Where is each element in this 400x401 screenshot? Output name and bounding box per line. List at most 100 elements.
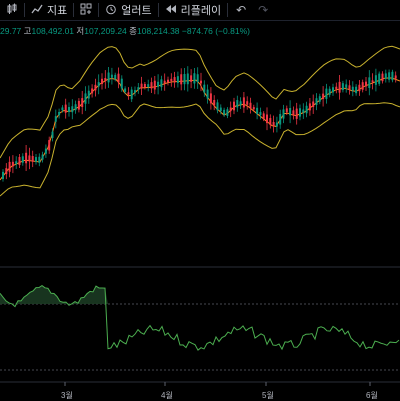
candle-body (81, 98, 84, 108)
candle-body (11, 161, 14, 167)
candle-body (219, 107, 222, 112)
chart-toolbar: 지표 얼러트 리플레이 ↶ ↷ (0, 0, 400, 21)
low-value: 107,209.24 (84, 26, 127, 36)
candle-body (335, 86, 338, 90)
candle-body (236, 100, 239, 108)
lower-band-line (0, 102, 400, 197)
candle-body (289, 107, 292, 116)
candle-body (97, 82, 100, 87)
candle-body (64, 104, 67, 113)
grid-layout-icon (80, 3, 92, 17)
candle-body (31, 156, 34, 162)
alert-label: 얼러트 (121, 5, 152, 17)
candle-body (176, 76, 179, 83)
candle-body (51, 131, 54, 138)
layout-button[interactable] (80, 3, 92, 17)
candle-body (282, 109, 285, 119)
candle-body (200, 80, 202, 84)
candle-body (308, 103, 311, 111)
candle-body (134, 90, 136, 93)
candle-body (355, 86, 358, 94)
candle-body (167, 79, 169, 83)
alarm-clock-icon (105, 3, 117, 17)
alert-button[interactable]: 얼러트 (105, 2, 152, 18)
candle-body (348, 85, 351, 90)
candle-body (374, 75, 377, 85)
replay-icon (165, 3, 177, 17)
candle-body (114, 74, 117, 80)
candle-body (318, 96, 321, 102)
candle-body (279, 114, 282, 125)
candle-body (130, 89, 133, 100)
candle-body (266, 114, 268, 124)
undo-button[interactable]: ↶ (236, 4, 246, 16)
candlestick-icon (6, 3, 18, 17)
change-value: −874.76 (−0.81%) (181, 26, 250, 36)
candle-body (117, 73, 120, 83)
candle-body (44, 148, 47, 154)
undo-icon: ↶ (236, 3, 247, 17)
candle-body (299, 108, 301, 117)
candle-body (246, 101, 249, 105)
candle-body (101, 78, 103, 85)
candle-body (58, 111, 61, 116)
candle-body (157, 81, 160, 87)
candle-body (332, 87, 334, 93)
redo-button[interactable]: ↷ (258, 4, 268, 16)
candle-body (239, 101, 242, 105)
candle-body (84, 93, 87, 104)
toolbar-divider (157, 3, 159, 17)
indicators-icon (31, 3, 43, 17)
candle-body (87, 90, 90, 99)
candle-body (140, 83, 143, 89)
close-label: 종 (129, 26, 137, 36)
candle-body (384, 73, 387, 79)
candle-body (163, 80, 166, 84)
candle-body (302, 109, 305, 113)
indicators-button[interactable]: 지표 (31, 2, 67, 18)
candle-body (35, 157, 37, 162)
candle-body (381, 73, 384, 82)
candle-body (61, 107, 64, 111)
candle-body (292, 110, 295, 116)
candle-body (322, 93, 325, 100)
candle-body (137, 87, 140, 90)
ohlc-legend: 29.77 고108,492.01 저107,209.24 종108,214.3… (0, 25, 250, 37)
candle-body (328, 88, 331, 95)
candle-body (91, 88, 94, 94)
candle-body (196, 74, 199, 82)
candle-body (365, 81, 367, 87)
candle-body (388, 72, 391, 80)
candle-body (338, 81, 341, 93)
candle-body (203, 84, 206, 93)
toolbar-divider (24, 3, 25, 17)
candle-body (77, 100, 80, 110)
candle-body (71, 106, 74, 113)
candle-body (147, 84, 150, 87)
replay-button[interactable]: 리플레이 (165, 2, 221, 18)
candle-body (74, 104, 77, 111)
first-value: 29.77 (0, 26, 22, 36)
candle-body (272, 122, 275, 127)
candle-body (252, 107, 255, 110)
candle-body (325, 88, 328, 99)
indicators-label: 지표 (47, 5, 68, 17)
candle-body (110, 74, 113, 78)
candle-body (143, 83, 146, 88)
candle-body (312, 101, 315, 107)
candle-body (173, 77, 176, 83)
candle-body (160, 79, 163, 88)
candle-body (25, 152, 28, 164)
x-axis-label-march: 3월 (61, 391, 73, 400)
candle-type-button[interactable] (6, 3, 18, 17)
candle-body (153, 80, 156, 90)
oscillator-line (0, 285, 400, 351)
candle-body (368, 77, 371, 89)
candle-body (391, 71, 394, 81)
candle-body (54, 116, 57, 122)
candle-body (183, 74, 186, 85)
candle-body (233, 101, 235, 111)
candle-body (124, 88, 127, 92)
toolbar-divider (73, 3, 75, 17)
